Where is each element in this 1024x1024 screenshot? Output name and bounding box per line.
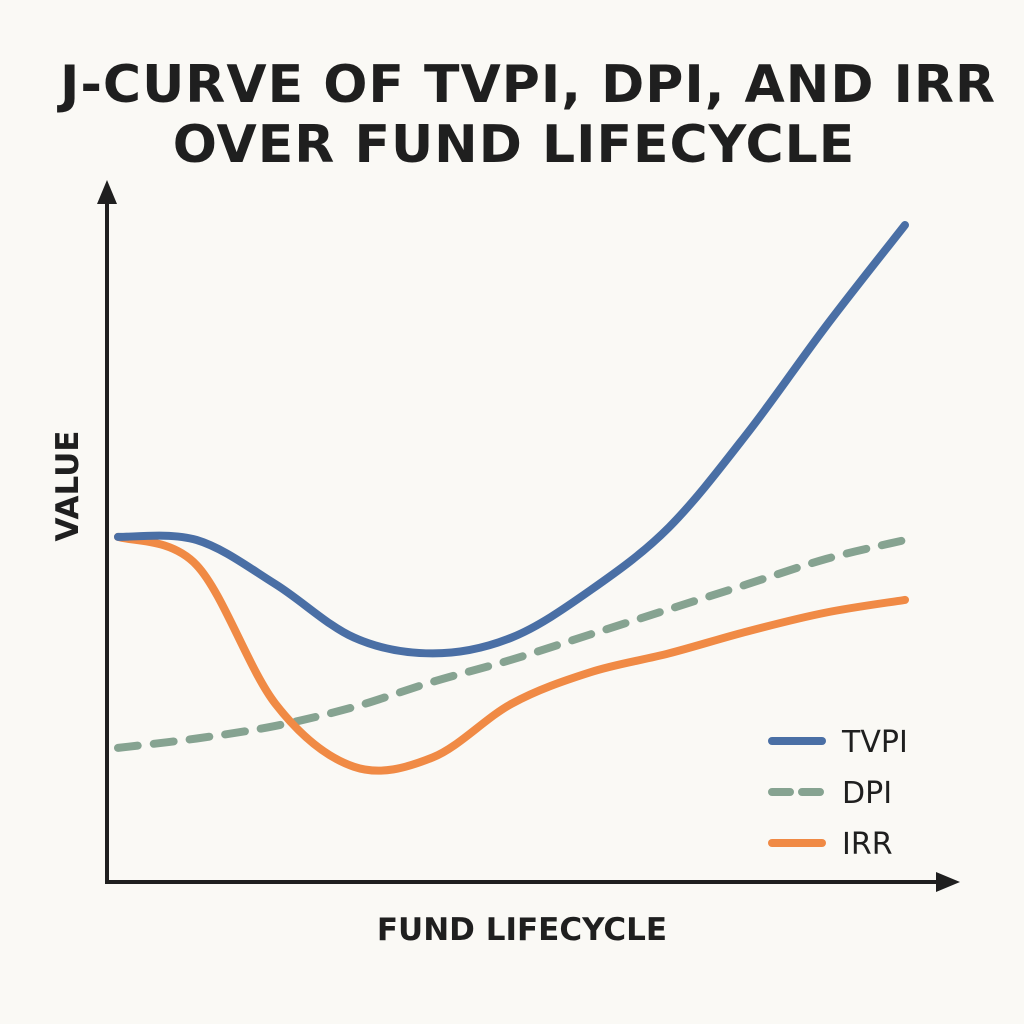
axes: [97, 180, 960, 892]
series-layer: [114, 221, 909, 775]
y-axis-arrow-icon: [97, 180, 117, 204]
chart-title-line-1: J-CURVE OF TVPI, DPI, AND IRR: [57, 55, 996, 115]
series-line-dpi: [114, 536, 909, 752]
y-axis-label: VALUE: [50, 431, 86, 542]
chart-title-line-2: OVER FUND LIFECYCLE: [173, 115, 856, 175]
series-line-tvpi: [114, 221, 909, 658]
legend: TVPI DPI IRR: [768, 725, 908, 862]
x-axis-label: FUND LIFECYCLE: [377, 912, 667, 948]
legend-label-irr: IRR: [842, 827, 893, 862]
legend-label-tvpi: TVPI: [841, 725, 908, 760]
x-axis-arrow-icon: [936, 872, 960, 892]
legend-label-dpi: DPI: [842, 776, 892, 811]
series-line-irr: [114, 532, 909, 775]
